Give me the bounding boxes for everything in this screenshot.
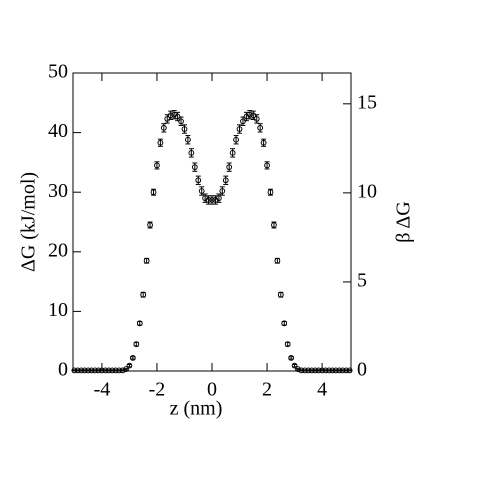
y-axis-label: ΔG (kJ/mol) — [18, 172, 40, 272]
data-point — [119, 367, 126, 374]
data-point — [312, 367, 319, 374]
data-point — [191, 164, 198, 171]
data-point — [219, 188, 226, 194]
data-point — [332, 367, 339, 374]
data-point — [105, 367, 112, 374]
data-point — [226, 164, 233, 171]
data-point — [136, 320, 143, 327]
data-point — [88, 367, 95, 374]
data-point — [112, 367, 119, 374]
data-point — [205, 197, 212, 203]
data-point — [264, 162, 270, 169]
data-point — [277, 291, 284, 298]
data-point — [160, 124, 167, 131]
data-point — [195, 177, 202, 184]
data-point — [346, 367, 353, 374]
y2-tick-label: 5 — [357, 270, 367, 292]
data-point — [126, 362, 133, 369]
y-tick-label: 40 — [48, 120, 68, 142]
data-point — [336, 367, 343, 374]
data-point — [147, 222, 153, 228]
y2-axis-label: β ΔG — [393, 201, 415, 242]
data-point — [222, 177, 229, 184]
data-point — [99, 367, 105, 374]
data-point — [298, 367, 305, 374]
data-point — [305, 367, 312, 374]
data-point — [215, 195, 222, 202]
x-tick-label: 2 — [262, 379, 272, 401]
data-point — [198, 188, 205, 194]
data-point — [274, 257, 281, 264]
data-point — [343, 367, 350, 374]
y-tick-label: 50 — [48, 61, 68, 83]
x-axis-label: z (nm) — [170, 398, 223, 420]
data-point — [188, 149, 195, 156]
data-point — [295, 366, 301, 373]
data-point — [209, 197, 215, 203]
y-tick-label: 20 — [48, 239, 68, 261]
data-point — [288, 354, 295, 361]
data-point — [253, 115, 260, 122]
data-point — [78, 367, 85, 374]
y2-tick-label: 0 — [357, 359, 367, 381]
data-point — [308, 367, 315, 374]
data-point — [157, 139, 164, 146]
data-point — [95, 367, 102, 374]
data-point — [329, 367, 336, 374]
y-tick-label: 0 — [58, 359, 68, 381]
y-tick-label: 30 — [48, 180, 68, 202]
x-tick-label: -4 — [94, 379, 111, 401]
data-point — [291, 362, 298, 369]
data-point — [178, 118, 184, 125]
y-tick-label: 10 — [48, 299, 68, 321]
data-point — [240, 118, 246, 125]
data-point — [81, 367, 88, 374]
data-point — [123, 366, 129, 373]
data-point — [109, 367, 116, 374]
data-point — [236, 126, 243, 132]
data-point — [74, 367, 81, 374]
data-point — [164, 115, 171, 122]
data-point — [260, 139, 267, 146]
data-point — [140, 291, 147, 298]
data-point — [326, 367, 332, 374]
data-point — [250, 112, 257, 119]
data-point — [71, 367, 78, 374]
data-point — [154, 162, 160, 169]
data-point — [339, 367, 346, 374]
data-point — [267, 189, 274, 196]
data-point — [257, 124, 264, 131]
data-point — [174, 113, 181, 120]
x-tick-label: -2 — [149, 379, 166, 401]
data-point — [301, 367, 308, 374]
data-point — [85, 367, 92, 374]
data-point — [167, 112, 174, 119]
data-point — [133, 341, 140, 348]
data-point — [271, 222, 277, 228]
data-point — [102, 367, 109, 374]
data-point — [229, 149, 236, 156]
data-point — [116, 367, 123, 374]
data-point — [92, 367, 98, 374]
data-point — [129, 354, 136, 361]
x-tick-label: 4 — [317, 379, 327, 401]
data-point — [322, 367, 329, 374]
x-tick-label: 0 — [207, 379, 217, 401]
data-point — [315, 367, 322, 374]
data-point — [319, 367, 325, 374]
y2-tick-label: 15 — [357, 91, 377, 113]
y2-tick-label: 10 — [357, 180, 377, 202]
data-point — [233, 136, 239, 143]
data-point — [185, 136, 191, 143]
data-point — [281, 320, 288, 327]
data-point — [181, 126, 188, 132]
data-point — [150, 189, 157, 196]
data-point — [143, 257, 150, 264]
data-point — [284, 341, 291, 348]
data-point — [246, 111, 253, 118]
